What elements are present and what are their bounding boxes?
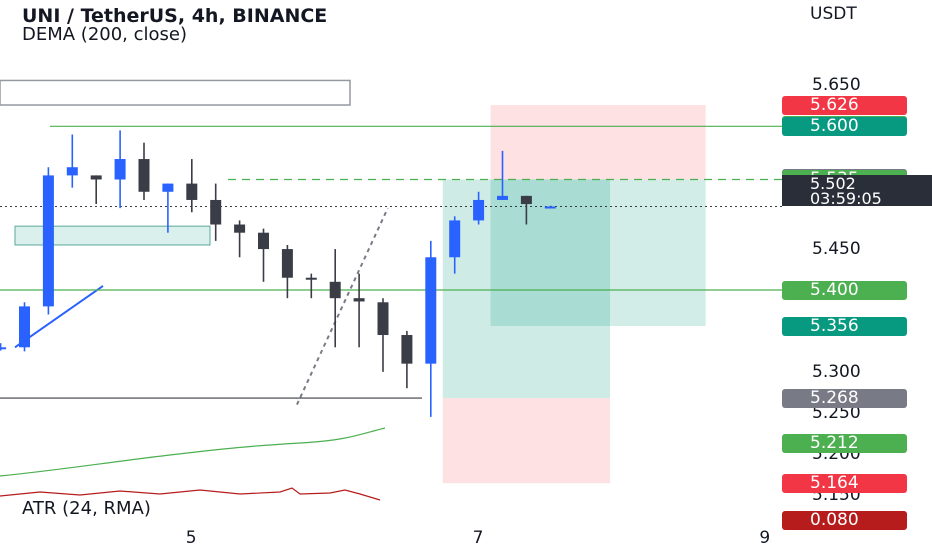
candle-body [114,159,126,180]
short-position-loss-zone [490,105,706,180]
price-tag: 5.400 [782,280,907,300]
candle-body [42,175,54,307]
current-price-label: 5.502 [810,174,856,193]
price-axis-label: 5.300 [812,361,861,382]
price-tag: 0.080 [782,511,907,531]
candle-body [0,347,7,350]
candle-body [258,232,269,250]
current-price-tag: 5.502 03:59:05 [782,174,932,208]
candle-body [90,175,102,180]
time-axis-label: 9 [759,528,771,548]
candle-body [138,159,150,192]
candle-body [281,249,293,278]
candle-body [186,183,198,200]
candle-body [401,335,413,364]
support-zone-box [14,225,211,246]
atr-indicator-legend[interactable]: ATR (24, RMA) [22,498,151,519]
price-tag: 5.356 [782,316,907,336]
currency-label: USDT [810,4,857,24]
time-axis-label: 5 [185,528,197,548]
candle-body [162,183,174,192]
candle-body [544,206,556,209]
candle-body [329,281,341,299]
price-tag: 5.212 [782,434,907,454]
candle-body [305,277,317,280]
candle-body [449,220,461,258]
price-axis-label: 5.250 [812,402,861,423]
price-axis-label: 5.450 [812,239,861,260]
price-axis-label: 5.650 [812,75,861,96]
candle-body [19,306,30,348]
time-axis-label: 7 [472,528,484,548]
candle-countdown: 03:59:05 [810,189,882,208]
candle-body [473,199,485,221]
price-tag: 5.600 [782,116,907,136]
candle-body [353,298,365,302]
long-position-loss-zone [442,398,611,484]
candle-body [210,199,222,225]
projection-line [296,207,389,406]
candle-body [66,167,78,176]
candle-body [497,195,508,200]
candle-body [377,302,389,336]
atr-line [0,487,381,501]
price-tag: 5.626 [782,95,907,115]
candle-body [520,195,532,205]
price-tag: 5.164 [782,473,907,493]
dema-indicator-legend[interactable]: DEMA (200, close) [22,24,188,45]
candle-body [425,257,437,364]
candles-group [0,130,556,417]
drawn-rectangle [0,79,351,106]
dema-line [0,427,386,477]
candle-body [234,224,246,233]
symbol-title[interactable]: UNI / TetherUS, 4h, BINANCE [22,5,328,27]
price-tag: 5.268 [782,388,907,408]
